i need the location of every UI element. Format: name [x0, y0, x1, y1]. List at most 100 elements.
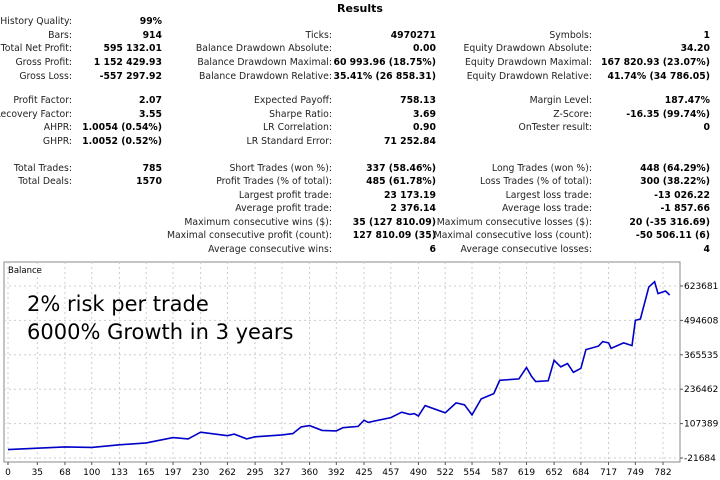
x-tick-label: 100	[83, 468, 100, 478]
total-net-profit-label: Total Net Profit:	[0, 43, 72, 54]
ticks-value: 4970271	[390, 30, 436, 41]
ontester-result-value: 0	[703, 122, 710, 133]
maximal-consecutive-loss-count-value: -50 506.11 (6)	[635, 230, 710, 241]
lr-standard-error-label: LR Standard Error:	[246, 136, 332, 147]
balance-drawdown-maximal-label: Balance Drawdown Maximal:	[197, 57, 332, 68]
average-profit-trade-value: 2 376.14	[390, 203, 436, 214]
expected-payoff-label: Expected Payoff:	[254, 95, 332, 106]
average-loss-trade-value: -1 857.66	[660, 203, 710, 214]
ghpr-label: GHPR:	[42, 136, 72, 147]
average-loss-trade-label: Average loss trade:	[502, 203, 592, 214]
equity-drawdown-maximal-label: Equity Drawdown Maximal:	[465, 57, 592, 68]
long-trades-won-label: Long Trades (won %):	[491, 163, 592, 174]
balance-drawdown-relative-label: Balance Drawdown Relative:	[199, 71, 332, 82]
profit-trades-of-total-value: 485 (61.78%)	[366, 176, 436, 187]
total-trades-label: Total Trades:	[13, 163, 72, 174]
x-tick-label: 165	[138, 468, 155, 478]
history-quality-label: History Quality:	[0, 16, 72, 27]
x-tick-label: 782	[654, 468, 671, 478]
x-tick-label: 457	[382, 468, 399, 478]
x-tick-label: 68	[59, 468, 71, 478]
x-tick-label: 327	[273, 468, 290, 478]
chart-annotation: 2% risk per trade 6000% Growth in 3 year…	[27, 290, 293, 346]
lr-correlation-label: LR Correlation:	[263, 122, 332, 133]
total-deals-value: 1570	[136, 176, 162, 187]
x-tick-label: 619	[518, 468, 535, 478]
ahpr-value: 1.0054 (0.54%)	[82, 122, 162, 133]
short-trades-won-value: 337 (58.46%)	[366, 163, 436, 174]
balance-chart: 0 35 68 100 133 165 197 230 262 295 327 360 392 425 45…	[3, 261, 719, 478]
margin-level-value: 187.47%	[664, 95, 710, 106]
y-tick-label: 107389	[684, 420, 719, 430]
profit-factor-value: 2.07	[139, 95, 162, 106]
maximum-consecutive-losses-value: 20 (-35 316.69)	[629, 217, 710, 228]
y-tick-label: 623681	[684, 282, 718, 292]
equity-drawdown-maximal-value: 167 820.93 (23.07%)	[601, 57, 710, 68]
average-consecutive-losses-value: 4	[703, 244, 710, 255]
y-tick-label: 236462	[684, 385, 718, 395]
bars-label: Bars:	[48, 30, 72, 41]
balance-drawdown-absolute-label: Balance Drawdown Absolute:	[195, 43, 332, 54]
x-tick-label: 717	[600, 468, 617, 478]
x-tick-label: 392	[328, 468, 345, 478]
x-tick-label: 295	[246, 468, 263, 478]
balance-drawdown-absolute-value: 0.00	[413, 43, 436, 54]
recovery-factor-label: Recovery Factor:	[0, 109, 72, 120]
x-tick-label: 197	[164, 468, 181, 478]
profit-factor-label: Profit Factor:	[13, 95, 72, 106]
ghpr-value: 1.0052 (0.52%)	[82, 136, 162, 147]
profit-trades-of-total-label: Profit Trades (% of total):	[216, 176, 332, 187]
balance-drawdown-maximal-value: 60 993.96 (18.75%)	[333, 57, 436, 68]
maximal-consecutive-loss-count-label: Maximal consecutive loss (count):	[433, 230, 592, 241]
y-tick-label: -21684	[684, 454, 716, 464]
ahpr-label: AHPR:	[43, 122, 72, 133]
short-trades-won-label: Short Trades (won %):	[229, 163, 332, 174]
x-tick-label: 652	[546, 468, 563, 478]
loss-trades-of-total-label: Loss Trades (% of total):	[480, 176, 592, 187]
x-tick-label: 262	[219, 468, 236, 478]
x-tick-label: 230	[192, 468, 209, 478]
balance-drawdown-relative-value: 35.41% (26 858.31)	[333, 71, 436, 82]
x-tick-label: 0	[5, 468, 11, 478]
x-tick-label: 133	[111, 468, 128, 478]
lr-standard-error-value: 71 252.84	[383, 136, 436, 147]
bars-value: 914	[142, 30, 162, 41]
largest-loss-trade-label: Largest loss trade:	[505, 190, 592, 201]
x-tick-label: 490	[410, 468, 427, 478]
ticks-label: Ticks:	[305, 30, 332, 41]
margin-level-label: Margin Level:	[529, 95, 592, 106]
page-title: Results	[337, 2, 383, 15]
equity-drawdown-absolute-label: Equity Drawdown Absolute:	[463, 43, 592, 54]
ontester-result-label: OnTester result:	[518, 122, 592, 133]
x-tick-label: 35	[32, 468, 43, 478]
maximum-consecutive-wins-label: Maximum consecutive wins ($):	[184, 217, 332, 228]
maximal-consecutive-profit-count-label: Maximal consecutive profit (count):	[166, 230, 332, 241]
lr-correlation-value: 0.90	[413, 122, 436, 133]
history-quality-value: 99%	[139, 16, 162, 27]
annotation-line-2: 6000% Growth in 3 years	[27, 320, 294, 344]
symbols-label: Symbols:	[549, 30, 592, 41]
largest-profit-trade-value: 23 173.19	[383, 190, 436, 201]
gross-profit-value: 1 152 429.93	[93, 57, 162, 68]
balance-line	[7, 280, 671, 451]
equity-drawdown-relative-label: Equity Drawdown Relative:	[466, 71, 592, 82]
average-consecutive-wins-label: Average consecutive wins:	[208, 244, 332, 255]
average-consecutive-losses-label: Average consecutive losses:	[460, 244, 592, 255]
x-tick-label: 522	[437, 468, 454, 478]
symbols-value: 1	[703, 30, 710, 41]
x-tick-label: 587	[491, 468, 508, 478]
maximal-consecutive-profit-count-value: 127 810.09 (35)	[352, 230, 436, 241]
z-score-value: -16.35 (99.74%)	[626, 109, 710, 120]
gross-loss-label: Gross Loss:	[19, 71, 72, 82]
annotation-line-1: 2% risk per trade	[27, 292, 209, 316]
y-tick-label: 365535	[684, 351, 718, 361]
largest-profit-trade-label: Largest profit trade:	[238, 190, 332, 201]
maximum-consecutive-wins-value: 35 (127 810.09)	[352, 217, 436, 228]
total-trades-value: 785	[142, 163, 162, 174]
x-tick-label: 360	[301, 468, 318, 478]
total-deals-label: Total Deals:	[18, 176, 72, 187]
z-score-label: Z-Score:	[553, 109, 592, 120]
x-tick-label: 684	[572, 468, 589, 478]
recovery-factor-value: 3.55	[139, 109, 162, 120]
average-consecutive-wins-value: 6	[429, 244, 436, 255]
